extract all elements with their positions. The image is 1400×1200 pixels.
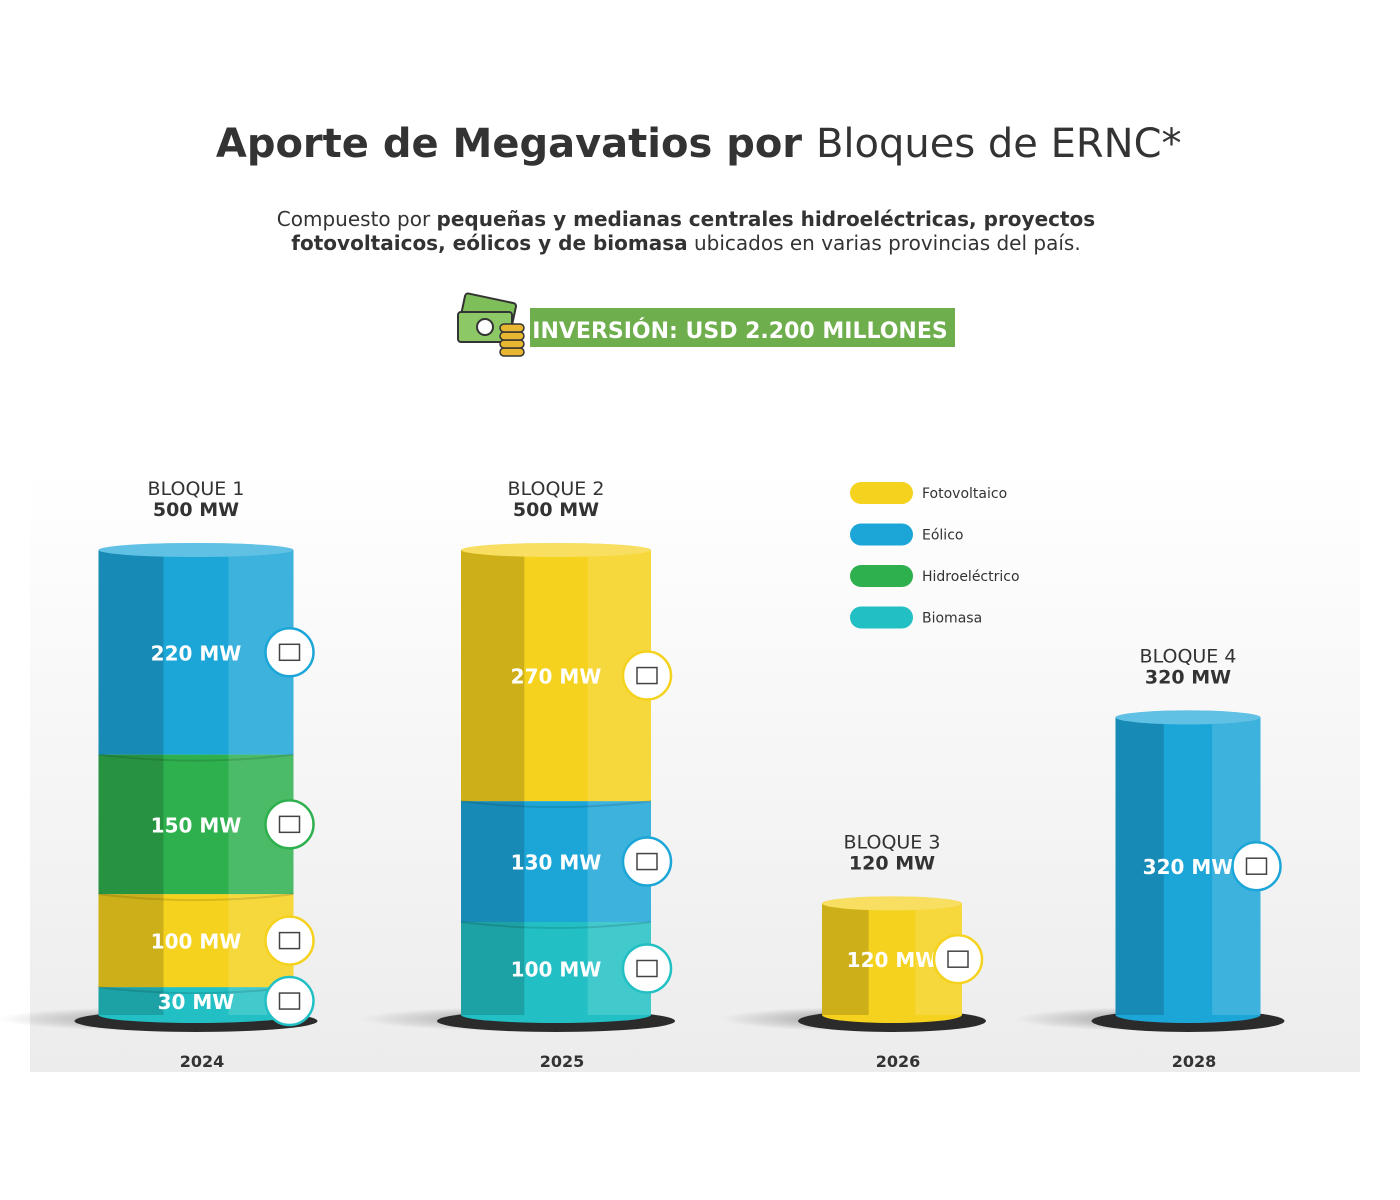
source-icon <box>621 836 673 887</box>
block-total: 500 MW <box>153 499 239 521</box>
cylinder-top-light <box>98 543 294 557</box>
source-icon <box>264 975 315 1027</box>
segment-edge <box>98 893 294 902</box>
source-icon <box>264 627 315 678</box>
segment-edge <box>460 800 652 809</box>
value-label: 120 MW <box>847 948 938 972</box>
value-label: 30 MW <box>158 990 235 1014</box>
segment <box>98 894 294 988</box>
subtitle-line: Compuesto por pequeñas y medianas centra… <box>277 207 1095 231</box>
block-name: BLOQUE 4 <box>1140 645 1237 667</box>
source-icon <box>264 799 315 850</box>
subtitle-part: fotovoltaicos, eólicos y de biomasa <box>291 231 687 255</box>
legend-label: Hidroeléctrico <box>922 569 1020 585</box>
source-icon <box>932 933 984 985</box>
value-label: 270 MW <box>511 665 602 689</box>
cylinder-top <box>1115 710 1261 725</box>
source-icon <box>1231 840 1282 892</box>
source-icon-glyph <box>947 950 969 968</box>
value-label: 100 MW <box>151 930 242 954</box>
year-label: 2026 <box>876 1052 921 1071</box>
banner-text: INVERSIÓN: USD 2.200 MILLONES <box>532 318 947 344</box>
segment-edge <box>98 753 294 762</box>
segment-shade <box>461 801 525 922</box>
block-name: BLOQUE 2 <box>508 478 605 500</box>
block-total: 500 MW <box>513 499 599 521</box>
cylinder-top <box>822 896 962 911</box>
subtitle-part: ubicados en varias provincias del país. <box>688 231 1081 255</box>
segment <box>461 801 651 922</box>
value-label: 100 MW <box>511 958 602 982</box>
segment <box>461 550 651 802</box>
segment <box>98 550 294 755</box>
block-total: 120 MW <box>849 852 935 874</box>
segment-edge <box>460 921 652 929</box>
legend-label: Fotovoltaico <box>922 486 1007 502</box>
legend-swatch <box>850 523 913 546</box>
source-icon-glyph <box>636 852 658 871</box>
segment-shade <box>98 987 164 1015</box>
segment-shade <box>461 550 525 802</box>
value-label: 320 MW <box>1143 855 1234 879</box>
segment-shade <box>98 894 164 988</box>
legend-swatch <box>850 482 913 504</box>
legend-swatch <box>850 565 913 587</box>
segment-shade <box>822 903 869 1015</box>
title-regular: Bloques de ERNC* <box>816 121 1182 167</box>
segment <box>98 754 294 895</box>
legend-label: Biomasa <box>922 611 982 627</box>
title-bold: Aporte de Megavatios por <box>216 121 816 167</box>
source-icon-glyph <box>636 666 658 685</box>
source-icon-glyph <box>278 992 301 1010</box>
segment-shade <box>98 754 164 895</box>
cylinder-top-light <box>822 896 962 911</box>
source-icon-glyph <box>636 959 658 978</box>
source-icon-glyph <box>278 931 301 950</box>
legend-swatch <box>850 606 913 629</box>
cylinder-top-light <box>461 543 651 557</box>
block-name: BLOQUE 1 <box>148 478 245 500</box>
legend-label: Eólico <box>922 528 963 544</box>
value-label: 220 MW <box>151 641 242 665</box>
source-icon-glyph <box>1245 857 1268 875</box>
cylinder-top <box>98 543 294 557</box>
money-icon <box>457 292 525 357</box>
banner <box>530 308 955 347</box>
source-icon-glyph <box>278 815 301 834</box>
subtitle-part: Compuesto por <box>277 207 437 231</box>
source-icon-glyph <box>278 643 301 662</box>
segment <box>461 922 651 1015</box>
cylinder-top <box>461 543 651 557</box>
subtitle: Compuesto por pequeñas y medianas centra… <box>277 207 1095 255</box>
value-label: 130 MW <box>511 851 602 875</box>
segment-shade <box>1115 717 1164 1015</box>
block-name: BLOQUE 3 <box>844 831 941 853</box>
source-icon <box>621 943 673 994</box>
chart: Fotovoltaico Eólico Hidroeléctrico Biomasa 3… <box>0 478 1285 1071</box>
value-label: 150 MW <box>151 813 242 837</box>
block-total: 320 MW <box>1145 666 1231 688</box>
segment-shade <box>461 922 525 1015</box>
title: Aporte de Megavatios por Bloques de ERNC… <box>152 121 1219 167</box>
source-icon <box>621 650 673 701</box>
year-label: 2028 <box>1172 1052 1217 1071</box>
year-label: 2025 <box>540 1052 585 1071</box>
segment-shade <box>98 550 164 755</box>
subtitle-line: fotovoltaicos, eólicos y de biomasa ubic… <box>291 231 1080 255</box>
segment <box>98 987 294 1015</box>
subtitle-part: pequeñas y medianas centrales hidroeléct… <box>437 207 1096 231</box>
source-icon <box>264 915 315 966</box>
cylinder-top-light <box>1115 710 1261 725</box>
year-label: 2024 <box>180 1052 225 1071</box>
